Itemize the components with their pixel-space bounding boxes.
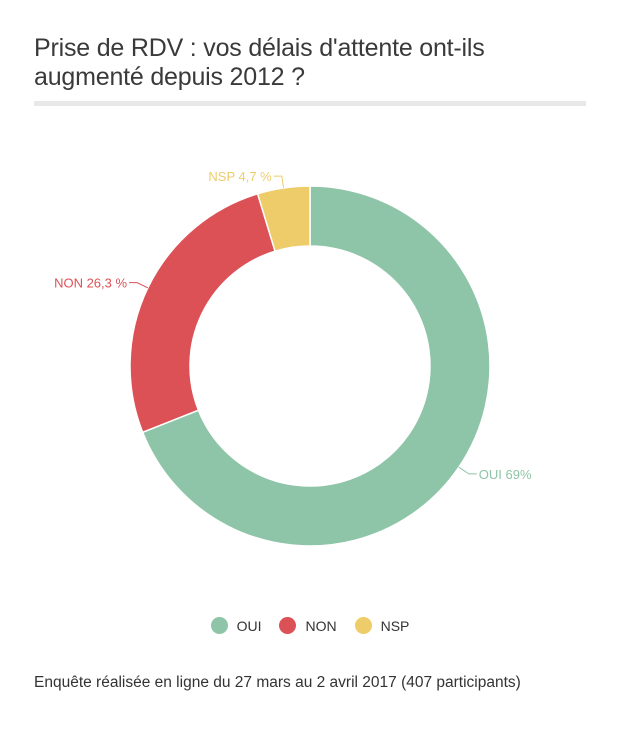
legend-swatch-non bbox=[279, 617, 297, 634]
label-nsp-leader bbox=[273, 175, 285, 189]
slice-oui[interactable] bbox=[141, 185, 491, 547]
legend-label-nsp: NSP bbox=[380, 617, 410, 634]
survey-footnote: Enquête réalisée en ligne du 27 mars au … bbox=[34, 674, 521, 691]
slice-non[interactable] bbox=[129, 192, 277, 434]
legend-swatch-nsp bbox=[354, 617, 372, 634]
label-non: NON 26,3 % bbox=[54, 276, 127, 291]
slice-nsp[interactable] bbox=[256, 185, 311, 253]
legend-item-nsp[interactable]: NSP bbox=[354, 617, 410, 634]
legend-label-oui: OUI bbox=[236, 617, 262, 634]
chart-title: Prise de RDV : vos délais d'attente ont-… bbox=[34, 34, 485, 91]
legend-item-oui[interactable]: OUI bbox=[210, 617, 262, 634]
legend-label-non: NON bbox=[305, 617, 337, 634]
label-oui-leader bbox=[458, 466, 477, 475]
label-non-leader bbox=[129, 282, 149, 289]
title-divider bbox=[34, 101, 586, 106]
legend: OUI NON NSP bbox=[0, 617, 620, 634]
legend-swatch-oui bbox=[210, 617, 228, 634]
label-oui: OUI 69% bbox=[479, 467, 532, 482]
legend-item-non[interactable]: NON bbox=[279, 617, 337, 634]
label-nsp: NSP 4,7 % bbox=[208, 169, 272, 184]
